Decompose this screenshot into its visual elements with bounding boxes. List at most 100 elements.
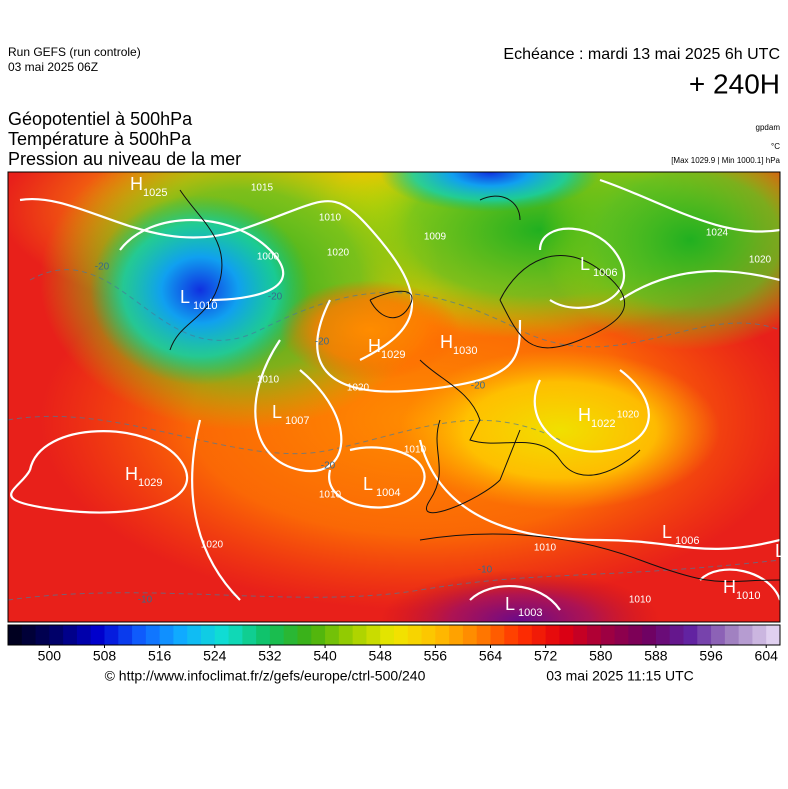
colorbar-swatch xyxy=(269,625,285,645)
unit: °C xyxy=(771,142,780,151)
colorbar-tick-label: 500 xyxy=(38,648,62,664)
colorbar-swatch xyxy=(187,625,202,645)
isobar-label: 1009 xyxy=(424,232,447,243)
colorbar-swatch xyxy=(711,625,726,645)
colorbar-swatch xyxy=(738,625,753,645)
colorbar-swatch xyxy=(366,625,381,645)
field: Pression au niveau de la mer xyxy=(8,149,241,169)
colorbar-tick-label: 516 xyxy=(148,648,172,664)
map-field xyxy=(8,172,780,622)
colorbar-tick-label: 604 xyxy=(755,648,779,664)
center-value: 1029 xyxy=(381,349,405,361)
unit: gpdam xyxy=(756,123,781,132)
run: Run GEFS (run controle) xyxy=(8,45,141,59)
colorbar-swatch xyxy=(338,625,354,645)
colorbar-tick-label: 508 xyxy=(93,648,117,664)
temperature-label: -20 xyxy=(95,262,110,273)
center-kind: H xyxy=(440,332,453,352)
colorbar-tick-label: 548 xyxy=(369,648,393,664)
center-kind: L xyxy=(363,474,373,494)
colorbar-swatch xyxy=(600,625,616,645)
colorbar-swatch xyxy=(407,625,423,645)
colorbar-tick-label: 580 xyxy=(589,648,613,664)
map-frame xyxy=(7,171,781,623)
colorbar-swatch xyxy=(8,625,23,645)
isobar-label: 1010 xyxy=(629,595,652,606)
colorbar-swatch xyxy=(104,625,119,645)
colorbar-tick-label: 524 xyxy=(203,648,227,664)
colorbar-swatch xyxy=(283,625,298,645)
center-value: 1006 xyxy=(593,267,617,279)
center-value: 1010 xyxy=(736,590,760,602)
colorbar-swatch xyxy=(669,625,684,645)
center-value: 1022 xyxy=(591,418,615,430)
colorbar-swatch xyxy=(21,625,37,645)
colorbar-tick-label: 588 xyxy=(644,648,668,664)
center-kind: H xyxy=(130,174,143,194)
colorbar-swatch xyxy=(559,625,574,645)
temperature-label: -20 xyxy=(268,292,283,303)
center-kind: H xyxy=(723,577,736,597)
colorbar-tick-label: 564 xyxy=(479,648,503,664)
colorbar-swatch xyxy=(462,625,478,645)
colorbar-tick-label: 540 xyxy=(313,648,337,664)
colorbar-swatch xyxy=(476,625,491,645)
isobar-label: 1020 xyxy=(327,248,350,259)
temperature-label: -10 xyxy=(138,595,153,606)
center-kind: L xyxy=(272,402,282,422)
isobar-label: 1020 xyxy=(347,383,370,394)
colorbar-tick-label: 572 xyxy=(534,648,558,664)
colorbar-swatch xyxy=(531,625,547,645)
colorbar-swatch xyxy=(683,625,698,645)
colorbar-swatch xyxy=(394,625,409,645)
colorbar-swatch xyxy=(214,625,230,645)
temperature-label: -20 xyxy=(321,461,336,472)
colorbar-swatch xyxy=(628,625,643,645)
center-value: 1029 xyxy=(138,477,162,489)
center-value: 1003 xyxy=(518,607,542,619)
colorbar-swatch xyxy=(380,625,395,645)
temperature-label: -20 xyxy=(315,337,330,348)
field: Géopotentiel à 500hPa xyxy=(8,109,193,129)
source: © http://www.infoclimat.fr/z/gefs/europe… xyxy=(105,668,426,684)
colorbar-swatch xyxy=(35,625,50,645)
colorbar-swatch xyxy=(697,625,712,645)
temperature-label: -10 xyxy=(478,565,493,576)
colorbar-swatch xyxy=(724,625,740,645)
colorbar-swatch xyxy=(655,625,671,645)
center-value: 1004 xyxy=(376,487,400,499)
valid-time: Echéance : mardi 13 mai 2025 6h UTC xyxy=(503,46,780,63)
center-kind: L xyxy=(505,594,515,614)
run-date: 03 mai 2025 06Z xyxy=(8,60,98,74)
isobar-label: 1020 xyxy=(617,410,640,421)
colorbar-swatch xyxy=(449,625,464,645)
center-value: 1006 xyxy=(675,535,699,547)
isobar-label: 1010 xyxy=(257,375,280,386)
lead-time: + 240H xyxy=(689,68,780,99)
center-value: 1030 xyxy=(453,345,477,357)
colorbar-swatch xyxy=(545,625,560,645)
center-kind: L xyxy=(580,254,590,274)
colorbar-swatch xyxy=(63,625,78,645)
colorbar-swatch xyxy=(766,625,781,645)
colorbar-tick-label: 596 xyxy=(699,648,723,664)
center-value: 1010 xyxy=(193,300,217,312)
colorbar-swatch xyxy=(752,625,767,645)
colorbar-swatch xyxy=(297,625,312,645)
colorbar-swatch xyxy=(573,625,588,645)
colorbar-swatch xyxy=(76,625,92,645)
colorbar-swatch xyxy=(311,625,326,645)
colorbar-swatch xyxy=(173,625,188,645)
colorbar-frame xyxy=(7,624,781,646)
isobar-label: 1020 xyxy=(749,255,772,266)
isobar-label: 1015 xyxy=(251,183,274,194)
isobar-label: 1024 xyxy=(706,228,729,239)
center-kind: H xyxy=(368,336,381,356)
colorbar-tick-label: 532 xyxy=(258,648,282,664)
colorbar-swatch xyxy=(587,625,602,645)
colorbar-swatch xyxy=(242,625,257,645)
field: Température à 500hPa xyxy=(8,129,192,149)
colorbar-swatch xyxy=(145,625,161,645)
colorbar-swatch xyxy=(642,625,657,645)
isobar-label: 1010 xyxy=(534,543,557,554)
